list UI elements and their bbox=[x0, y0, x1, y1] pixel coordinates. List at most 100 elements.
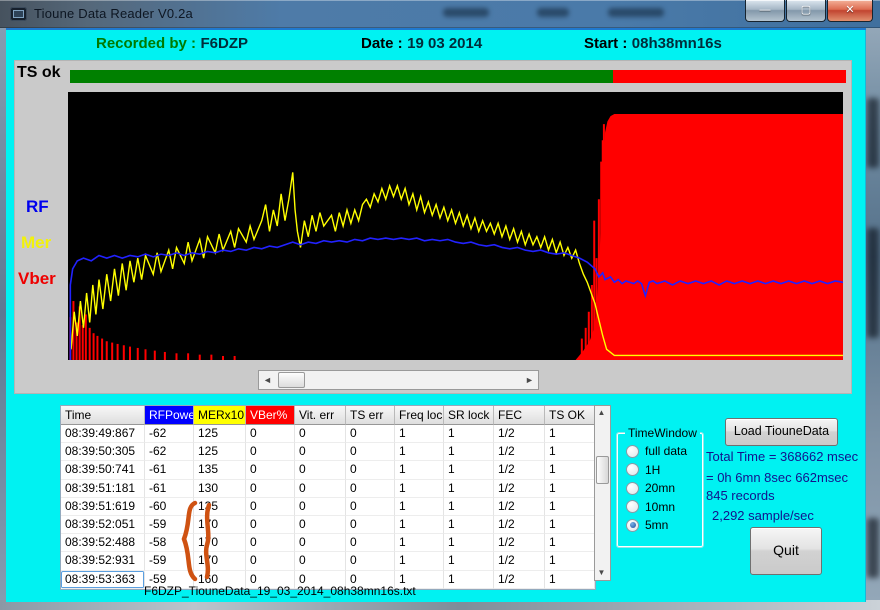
column-header-ts-ok[interactable]: TS OK bbox=[545, 406, 595, 425]
time-window-option-5mn[interactable]: 5mn bbox=[626, 518, 687, 532]
radio-icon[interactable] bbox=[626, 481, 639, 495]
table-cell[interactable]: 1/2 bbox=[494, 497, 545, 516]
time-window-option-full-data[interactable]: full data bbox=[626, 444, 687, 458]
table-cell[interactable]: 1 bbox=[395, 479, 444, 498]
table-cell[interactable]: 1 bbox=[545, 552, 595, 571]
table-cell[interactable]: 0 bbox=[295, 497, 346, 516]
table-cell[interactable]: 135 bbox=[194, 461, 246, 480]
scroll-left-icon[interactable]: ◄ bbox=[259, 372, 276, 388]
table-cell[interactable]: 1 bbox=[395, 497, 444, 516]
maximize-button[interactable]: ▢ bbox=[786, 0, 826, 22]
table-cell[interactable]: 08:39:51:181 bbox=[61, 479, 145, 498]
table-cell[interactable]: 1 bbox=[444, 497, 494, 516]
table-cell[interactable]: 0 bbox=[246, 443, 295, 462]
table-cell[interactable]: 08:39:50:741 bbox=[61, 461, 145, 480]
minimize-button[interactable]: — bbox=[745, 0, 785, 22]
table-cell[interactable]: 125 bbox=[194, 443, 246, 462]
radio-icon[interactable] bbox=[626, 444, 639, 458]
column-header-time[interactable]: Time bbox=[61, 406, 145, 425]
table-cell[interactable]: 1 bbox=[395, 461, 444, 480]
table-cell[interactable]: 0 bbox=[295, 534, 346, 553]
table-cell[interactable]: -59 bbox=[145, 515, 194, 535]
table-cell[interactable]: 1/2 bbox=[494, 570, 545, 589]
time-window-option-10mn[interactable]: 10mn bbox=[626, 500, 687, 514]
table-cell[interactable]: 170 bbox=[194, 534, 246, 553]
table-cell[interactable]: 0 bbox=[346, 534, 395, 553]
table-cell[interactable]: 1 bbox=[444, 552, 494, 571]
radio-icon[interactable] bbox=[626, 463, 639, 477]
column-header-freq-lock[interactable]: Freq lock bbox=[395, 406, 444, 425]
column-header-fec[interactable]: FEC bbox=[494, 406, 545, 425]
scroll-right-icon[interactable]: ► bbox=[521, 372, 538, 388]
table-cell[interactable]: 08:39:53:363 bbox=[61, 570, 145, 589]
radio-icon[interactable] bbox=[626, 500, 639, 514]
table-cell[interactable]: 1 bbox=[545, 479, 595, 498]
scroll-down-icon[interactable]: ▼ bbox=[597, 568, 606, 577]
table-cell[interactable]: 0 bbox=[246, 479, 295, 498]
table-cell[interactable]: 1/2 bbox=[494, 515, 545, 535]
table-cell[interactable]: -62 bbox=[145, 425, 194, 444]
table-cell[interactable]: -61 bbox=[145, 479, 194, 498]
scroll-up-icon[interactable]: ▲ bbox=[597, 408, 606, 417]
table-cell[interactable]: 0 bbox=[246, 515, 295, 535]
table-cell[interactable]: 1/2 bbox=[494, 552, 545, 571]
table-scrollbar[interactable]: ▲ ▼ bbox=[594, 405, 611, 581]
table-cell[interactable]: 0 bbox=[295, 461, 346, 480]
table-cell[interactable]: 1 bbox=[444, 570, 494, 589]
time-window-option-20mn[interactable]: 20mn bbox=[626, 481, 687, 495]
table-cell[interactable]: 1 bbox=[395, 443, 444, 462]
column-header-sr-lock[interactable]: SR lock bbox=[444, 406, 494, 425]
table-cell[interactable]: 1 bbox=[545, 443, 595, 462]
table-cell[interactable]: 1/2 bbox=[494, 461, 545, 480]
table-cell[interactable]: 0 bbox=[346, 570, 395, 589]
table-cell[interactable]: 1 bbox=[545, 515, 595, 535]
column-header-vber-[interactable]: VBer% bbox=[246, 406, 295, 425]
table-cell[interactable]: 08:39:49:867 bbox=[61, 425, 145, 444]
table-cell[interactable]: 0 bbox=[346, 497, 395, 516]
table-cell[interactable]: 0 bbox=[246, 461, 295, 480]
table-cell[interactable]: 1 bbox=[444, 425, 494, 444]
table-cell[interactable]: 0 bbox=[295, 552, 346, 571]
table-cell[interactable]: -60 bbox=[145, 497, 194, 516]
table-cell[interactable]: 0 bbox=[346, 425, 395, 444]
table-cell[interactable]: 1 bbox=[444, 515, 494, 535]
table-cell[interactable]: 1 bbox=[545, 425, 595, 444]
table-cell[interactable]: 1/2 bbox=[494, 479, 545, 498]
table-cell[interactable]: 130 bbox=[194, 479, 246, 498]
table-cell[interactable]: -58 bbox=[145, 534, 194, 553]
quit-button[interactable]: Quit bbox=[750, 527, 822, 575]
radio-selected-icon[interactable] bbox=[626, 518, 639, 532]
table-cell[interactable]: 1 bbox=[395, 552, 444, 571]
table-cell[interactable]: 0 bbox=[346, 552, 395, 571]
table-scrollbar-thumb[interactable] bbox=[596, 456, 609, 484]
table-cell[interactable]: 0 bbox=[295, 443, 346, 462]
table-cell[interactable]: 1 bbox=[444, 461, 494, 480]
table-cell[interactable]: 1 bbox=[395, 515, 444, 535]
table-cell[interactable]: 0 bbox=[295, 515, 346, 535]
table-cell[interactable]: 08:39:51:619 bbox=[61, 497, 145, 516]
table-cell[interactable]: 1 bbox=[444, 534, 494, 553]
close-button[interactable]: ✕ bbox=[827, 0, 873, 22]
table-cell[interactable]: 08:39:52:931 bbox=[61, 552, 145, 571]
table-cell[interactable]: 1 bbox=[444, 443, 494, 462]
table-cell[interactable]: 08:39:52:488 bbox=[61, 534, 145, 553]
table-cell[interactable]: 0 bbox=[246, 534, 295, 553]
table-cell[interactable]: -61 bbox=[145, 461, 194, 480]
table-cell[interactable]: 1 bbox=[545, 497, 595, 516]
table-cell[interactable]: 0 bbox=[295, 425, 346, 444]
table-cell[interactable]: 08:39:52:051 bbox=[61, 515, 145, 535]
table-cell[interactable]: 0 bbox=[295, 479, 346, 498]
table-cell[interactable]: 135 bbox=[194, 497, 246, 516]
table-cell[interactable]: 170 bbox=[194, 515, 246, 535]
table-cell[interactable]: 0 bbox=[346, 461, 395, 480]
load-tiounedata-button[interactable]: Load TiouneData bbox=[725, 418, 838, 446]
table-cell[interactable]: 1 bbox=[395, 570, 444, 589]
column-header-merx10[interactable]: MERx10 bbox=[194, 406, 246, 425]
table-cell[interactable]: 0 bbox=[346, 443, 395, 462]
table-cell[interactable]: 1/2 bbox=[494, 443, 545, 462]
table-cell[interactable]: 1/2 bbox=[494, 534, 545, 553]
table-cell[interactable]: 1 bbox=[545, 534, 595, 553]
table-cell[interactable]: 08:39:50:305 bbox=[61, 443, 145, 462]
table-cell[interactable]: 0 bbox=[346, 515, 395, 535]
column-header-vit-err[interactable]: Vit. err bbox=[295, 406, 346, 425]
